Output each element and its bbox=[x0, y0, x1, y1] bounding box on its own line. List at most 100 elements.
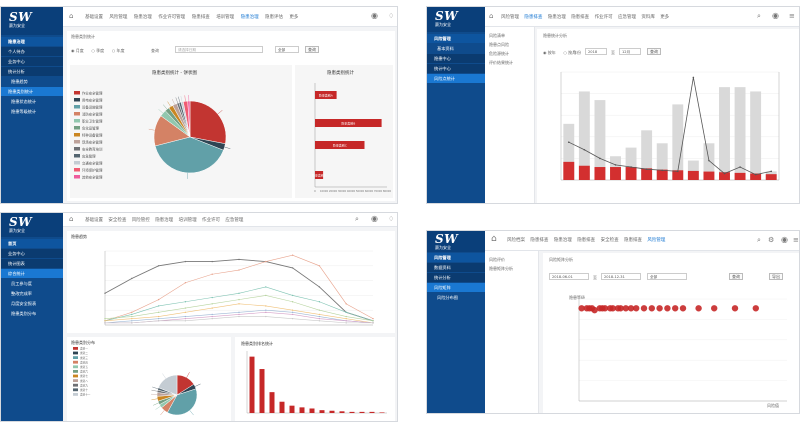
menu-icon[interactable]: ≡ bbox=[789, 12, 795, 20]
sidebar-item[interactable]: 风险分布图 bbox=[437, 295, 458, 300]
sidebar-item[interactable]: 统计分析 bbox=[1, 67, 63, 76]
sidebar-item[interactable]: 业务中心 bbox=[1, 249, 63, 258]
sidebar-item[interactable]: 整改完成率 bbox=[11, 291, 32, 296]
bar-label: 隐患类别C bbox=[333, 143, 347, 148]
submenu-item[interactable]: 风险评价 bbox=[489, 257, 505, 262]
pie-title: 隐患类别统计 - 饼状图 bbox=[152, 71, 197, 76]
nav-tab[interactable]: 基础设置 bbox=[85, 218, 103, 223]
search-icon[interactable]: ⌕ bbox=[355, 215, 359, 223]
search-icon[interactable]: ⌕ bbox=[757, 236, 761, 244]
home-icon[interactable]: ⌂ bbox=[69, 215, 74, 223]
sidebar-item[interactable]: 隐患中心 bbox=[427, 54, 485, 63]
nav-tab[interactable]: 风险管控 bbox=[131, 218, 150, 223]
sidebar-item[interactable]: 员工参与度 bbox=[11, 281, 32, 286]
menu-icon[interactable]: ≡ bbox=[793, 236, 799, 244]
nav-tab[interactable]: 作业许可管理 bbox=[158, 15, 186, 20]
export-button[interactable]: 导出 bbox=[769, 273, 783, 280]
sidebar-item[interactable]: 隐患类别统计 bbox=[1, 87, 63, 96]
nav-tab[interactable]: 更多 bbox=[289, 15, 299, 20]
avatar[interactable]: ◉ bbox=[781, 235, 788, 244]
nav-tab[interactable]: 风险管理 bbox=[501, 15, 519, 20]
home-icon[interactable]: ⌂ bbox=[69, 12, 74, 20]
nav-tab[interactable]: 隐患治理 bbox=[133, 15, 152, 20]
sidebar-item[interactable]: 统计中心 bbox=[427, 64, 485, 73]
sidebar-item[interactable]: 风险点统计 bbox=[427, 74, 485, 83]
scatter-point bbox=[601, 305, 609, 312]
date-from-input[interactable]: 2018-06-01 bbox=[549, 273, 589, 280]
sidebar-item[interactable]: 数据资料 bbox=[427, 263, 485, 272]
search-button[interactable]: 查询 bbox=[729, 273, 743, 280]
nav-tab[interactable]: 风险档案 bbox=[507, 238, 525, 243]
home-icon[interactable]: ⌂ bbox=[489, 12, 494, 20]
avatar[interactable]: ◉ bbox=[371, 11, 378, 20]
home-icon[interactable]: ⌂ bbox=[491, 234, 497, 244]
type-select[interactable]: 全部 bbox=[275, 46, 299, 53]
filter-radio[interactable]: ◉ 按年 bbox=[543, 50, 556, 55]
nav-tab[interactable]: 隐患排查 bbox=[571, 15, 590, 20]
type-select[interactable]: 全部 bbox=[647, 273, 687, 280]
date-to-input[interactable]: 2018-12-31 bbox=[601, 273, 641, 280]
nav-tab[interactable]: 隐患治理 bbox=[547, 15, 566, 20]
nav-tab[interactable]: 风险管理 bbox=[647, 238, 666, 243]
submenu-item[interactable]: 隐患点风险 bbox=[489, 42, 509, 47]
nav-tab[interactable]: 更多 bbox=[660, 15, 670, 20]
nav-tab[interactable]: 隐患排查 bbox=[524, 15, 543, 20]
sidebar-item[interactable]: 隐患状态统计 bbox=[11, 99, 37, 104]
sidebar-item[interactable]: 隐患治理 bbox=[1, 37, 63, 46]
nav-tab[interactable]: 隐患评估 bbox=[265, 15, 283, 20]
nav-tab[interactable]: 培训管理 bbox=[178, 218, 197, 223]
sidebar-item[interactable]: 统计图表 bbox=[1, 259, 63, 268]
nav-tab[interactable]: 资料库 bbox=[641, 15, 655, 20]
filter-radio[interactable]: ○ 按月 bbox=[563, 50, 577, 55]
sidebar-item[interactable]: 风险矩阵 bbox=[427, 283, 485, 292]
nav-tab[interactable]: 隐患排查 bbox=[191, 15, 210, 20]
nav-tab[interactable]: 隐患排查 bbox=[624, 238, 642, 243]
nav-tab[interactable]: 隐患排查 bbox=[577, 238, 596, 243]
sidebar-item[interactable]: 综合统计 bbox=[1, 269, 63, 278]
nav-tab[interactable]: 隐患治理 bbox=[155, 218, 174, 223]
sidebar-item[interactable]: 业务中心 bbox=[1, 57, 63, 66]
nav-tab[interactable]: 隐患排查 bbox=[530, 238, 549, 243]
bell-icon[interactable]: ♢ bbox=[388, 215, 395, 223]
bell-icon[interactable]: ♢ bbox=[388, 12, 395, 20]
legend-label: 类别一 bbox=[80, 347, 88, 351]
submenu-item[interactable]: 隐患矩阵分析 bbox=[489, 266, 513, 271]
nav-tab[interactable]: 安全检查 bbox=[108, 218, 127, 223]
nav-tab[interactable]: 风险管理 bbox=[109, 15, 128, 20]
search-button[interactable]: 查询 bbox=[305, 46, 319, 53]
submenu-item[interactable]: 评价结果统计 bbox=[489, 60, 513, 65]
trend-point bbox=[645, 168, 648, 170]
filter-radio[interactable]: ○ 季度 bbox=[91, 48, 105, 53]
submenu-item[interactable]: 危险源统计 bbox=[489, 51, 509, 56]
sidebar-item[interactable]: 首页 bbox=[1, 239, 63, 248]
submenu-item[interactable]: 风险清单 bbox=[489, 33, 505, 38]
search-icon[interactable]: ⌕ bbox=[757, 12, 761, 20]
nav-tab[interactable]: 基础设置 bbox=[85, 15, 103, 20]
month-input[interactable]: 12月 bbox=[619, 48, 641, 55]
gear-icon[interactable]: ⚙ bbox=[768, 236, 775, 244]
filter-radio[interactable]: ◉ 月度 bbox=[71, 48, 84, 53]
sidebar-item[interactable]: 统计分析 bbox=[427, 273, 485, 282]
sidebar-item[interactable]: 风险管理 bbox=[427, 34, 485, 43]
nav-tab[interactable]: 应急管理 bbox=[225, 218, 244, 223]
nav-tab[interactable]: 安全检查 bbox=[600, 238, 619, 243]
year-input[interactable]: 2018 bbox=[585, 48, 607, 55]
sidebar-item[interactable]: 基本资料 bbox=[437, 46, 454, 51]
sidebar-item[interactable]: 隐患类别分布 bbox=[11, 311, 37, 316]
nav-tab[interactable]: 作业许可 bbox=[202, 218, 220, 223]
nav-tab[interactable]: 隐患治理 bbox=[553, 238, 572, 243]
nav-tab[interactable]: 隐患治理 bbox=[240, 15, 259, 20]
sidebar-item[interactable]: 隐患趋势 bbox=[11, 79, 28, 84]
nav-tab[interactable]: 作业许可 bbox=[594, 15, 613, 20]
sidebar-item[interactable]: 风险管理 bbox=[427, 253, 485, 262]
avatar[interactable]: ◉ bbox=[772, 11, 779, 20]
avatar[interactable]: ◉ bbox=[371, 214, 378, 223]
nav-tab[interactable]: 应急管理 bbox=[618, 15, 636, 20]
sidebar-item[interactable]: 月度安全报表 bbox=[11, 301, 37, 306]
filter-radio[interactable]: ○ 年度 bbox=[111, 48, 125, 53]
search-button[interactable]: 查询 bbox=[647, 48, 661, 55]
sidebar-item[interactable]: 个人待办 bbox=[1, 47, 63, 56]
date-input[interactable]: 请选择日期 bbox=[175, 46, 263, 53]
sidebar-item[interactable]: 隐患等级统计 bbox=[11, 109, 37, 114]
nav-tab[interactable]: 培训管理 bbox=[216, 15, 235, 20]
